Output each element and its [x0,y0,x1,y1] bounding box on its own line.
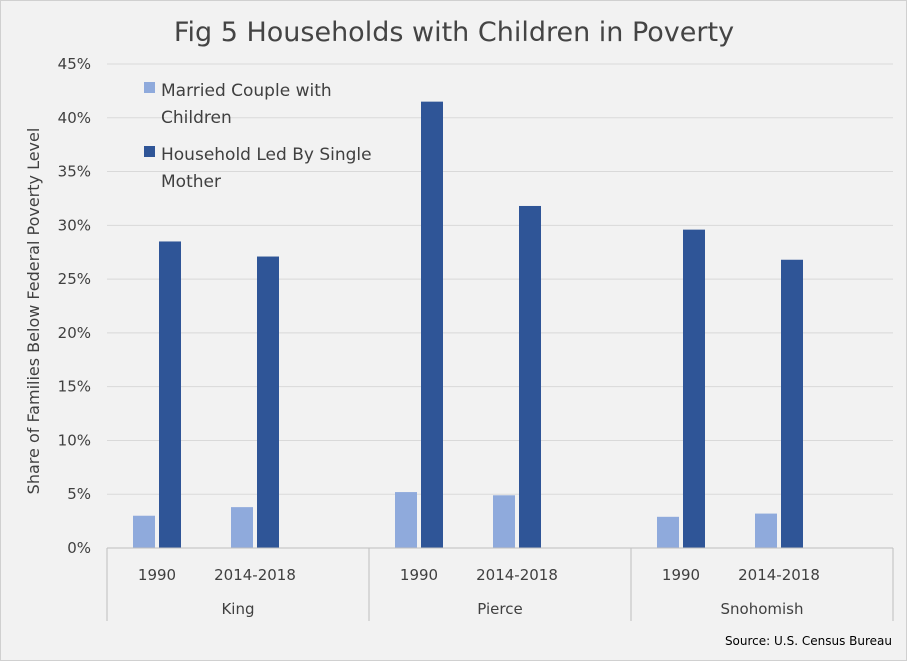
legend-label: Household Led By Single [161,145,372,165]
legend-swatch [144,82,155,93]
legend-label: Mother [161,172,221,192]
y-tick-label: 45% [58,55,91,73]
y-axis-title: Share of Families Below Federal Poverty … [24,128,43,495]
legend-label: Married Couple with [161,81,332,101]
y-tick-label: 40% [58,109,91,127]
bar-single-mother [519,205,541,548]
x-category-label: 2014-2018 [214,566,296,584]
bar-married-couple [133,515,155,548]
y-tick-label: 20% [58,324,91,342]
bars [133,101,803,549]
bar-married-couple [493,495,515,548]
source-note: Source: U.S. Census Bureau [725,634,892,648]
x-category-label: 2014-2018 [476,566,558,584]
bar-single-mother [781,259,803,548]
x-category-label: 1990 [400,566,438,584]
y-tick-label: 5% [67,485,91,503]
legend-swatch [144,146,155,157]
y-tick-label: 35% [58,163,91,181]
bar-married-couple [755,513,777,548]
x-axis: 1990 2014-2018 King 1990 2014-2018 Pierce 1990… [106,547,894,621]
x-group-label: Snohomish [721,600,804,618]
x-group-label: King [221,600,254,618]
gridlines [107,63,893,549]
y-tick-label: 30% [58,216,91,234]
legend-label: Children [161,108,232,128]
y-axis-ticks: 0% 5% 10% 15% 20% 25% 30% 35% 40% 45% [58,55,91,557]
x-category-label: 1990 [138,566,176,584]
y-tick-label: 10% [58,431,91,449]
x-category-label: 1990 [662,566,700,584]
y-tick-label: 25% [58,270,91,288]
legend: Married Couple with Children Household Led… [144,81,372,192]
chart-title: Fig 5 Households with Children in Povert… [174,17,734,48]
bar-single-mother [683,229,705,548]
y-tick-label: 15% [58,378,91,396]
bar-single-mother [257,256,279,548]
x-category-label: 2014-2018 [738,566,820,584]
bar-single-mother [421,101,443,549]
bar-married-couple [657,516,679,548]
bar-single-mother [159,241,181,548]
y-tick-label: 0% [67,539,91,557]
bar-married-couple [395,492,417,548]
x-group-label: Pierce [477,600,522,618]
bar-married-couple [231,507,253,548]
